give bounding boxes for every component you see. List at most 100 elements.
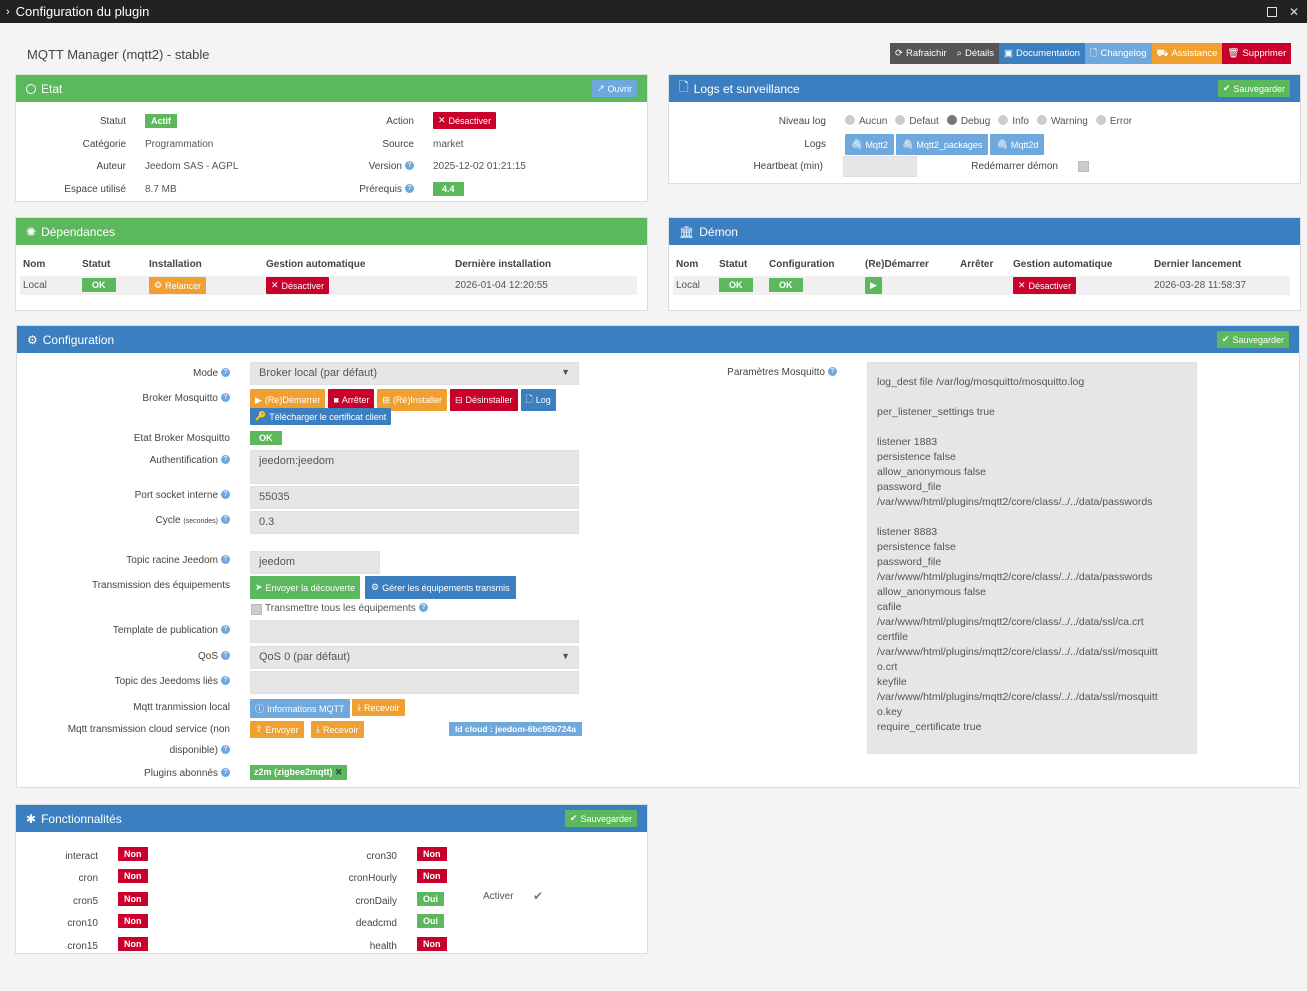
help-icon[interactable]: ?	[221, 555, 230, 564]
broker-button-2[interactable]: ⊞ (Ré)Installer	[377, 389, 447, 411]
template-input[interactable]	[250, 620, 579, 643]
envoyer-cloud-button[interactable]: ⇪ Envoyer	[250, 721, 304, 738]
topic-input[interactable]: jeedom	[250, 551, 380, 574]
recevoir-local-button[interactable]: ⤓ Recevoir	[352, 699, 405, 716]
caret-down-icon: ▼	[561, 651, 570, 661]
mode-label-text: Mode	[192, 368, 218, 379]
mode-select[interactable]: Broker local (par défaut) ▼	[250, 362, 579, 385]
help-icon[interactable]: ?	[221, 676, 230, 685]
log-level-info[interactable]: Info	[998, 115, 1029, 127]
stop-icon: ■	[333, 395, 339, 405]
port-label-text: Port socket interne	[134, 490, 218, 501]
transmission-label: Transmission des équipements	[91, 580, 230, 591]
file-icon: 🗋	[679, 80, 689, 94]
toolbar-button-documentation[interactable]: ▣ Documentation	[999, 43, 1085, 64]
log-level-error[interactable]: Error	[1095, 115, 1132, 127]
config-save-button[interactable]: ✔ Sauvegarder	[1216, 331, 1289, 348]
log-button-label: Mqtt2d	[1010, 139, 1039, 150]
log-buttons: 🖇 Mqtt2 🖇 Mqtt2_packages 🖇 Mqtt2d	[845, 134, 1045, 155]
broker-button-3[interactable]: ⊟ Désinstaller	[449, 389, 518, 411]
relancer-button[interactable]: ⚙ Relancer	[149, 277, 207, 294]
auth-textarea[interactable]: jeedom:jeedom	[250, 450, 579, 484]
gerer-equipements-button[interactable]: ⚙ Gérer les équipements transmis	[365, 576, 516, 599]
toolbar-button-supprimer[interactable]: 🗑 Supprimer	[1222, 43, 1292, 64]
book-icon: ▣	[1004, 48, 1013, 59]
help-icon[interactable]: ?	[405, 161, 414, 170]
broker-button-1[interactable]: ■ Arrêter	[328, 389, 375, 411]
relancer-label: Relancer	[165, 280, 202, 291]
log-button-mqtt2[interactable]: 🖇 Mqtt2	[845, 134, 894, 155]
desactiver-plugin-button[interactable]: ✕ Désactiver	[433, 112, 497, 129]
demon-desactiver-button[interactable]: ✕ Désactiver	[1013, 277, 1077, 294]
toolbar-button-changelog[interactable]: 🗋 Changelog	[1084, 43, 1152, 64]
recevoir-local-label: Recevoir	[363, 702, 400, 713]
help-icon[interactable]: ?	[221, 393, 230, 402]
port-input[interactable]: 55035	[250, 486, 579, 509]
topic-lies-input[interactable]	[250, 671, 579, 694]
log-level-warning[interactable]: Warning	[1036, 115, 1088, 127]
envoyer-decouverte-button[interactable]: ➤ Envoyer la découverte	[250, 576, 361, 599]
chevron-right-icon[interactable]: ›	[6, 5, 10, 18]
cycle-input[interactable]: 0.3	[250, 511, 579, 534]
help-icon[interactable]: ?	[221, 368, 230, 377]
log-level-aucun[interactable]: Aucun	[845, 115, 887, 127]
transmettre-tous-checkbox[interactable]	[251, 604, 262, 615]
help-icon[interactable]: ?	[221, 768, 230, 777]
log-button-mqtt2d[interactable]: 🖇 Mqtt2d	[990, 134, 1045, 155]
toolbar-button-rafraichir[interactable]: ⟳ Rafraichir	[890, 43, 952, 64]
broker-button-4[interactable]: 🗋 Log	[520, 389, 556, 411]
help-icon[interactable]: ?	[221, 455, 230, 464]
close-icon[interactable]: ✕	[1288, 5, 1299, 19]
help-icon[interactable]: ?	[221, 625, 230, 634]
heartbeat-input[interactable]	[843, 156, 917, 177]
broker-button-0[interactable]: ▶ (Re)Démarrer	[250, 389, 326, 411]
statut-badge: Actif	[145, 114, 177, 128]
params-label-text: Paramètres Mosquitto	[727, 367, 825, 378]
remove-icon[interactable]: ✕	[335, 767, 343, 777]
help-icon[interactable]: ?	[828, 367, 837, 376]
demon-config-badge: OK	[769, 278, 803, 292]
feature-status-badge: Non	[118, 937, 148, 951]
params-textarea[interactable]: log_dest file /var/log/mosquitto/mosquit…	[867, 362, 1197, 754]
fonct-save-button[interactable]: ✔ Sauvegarder	[564, 810, 637, 827]
help-icon[interactable]: ?	[221, 651, 230, 660]
truck-icon: ⛟	[1156, 47, 1169, 59]
demon-start-button[interactable]: ▶	[865, 277, 882, 294]
ouvrir-button[interactable]: ↗ Ouvrir	[591, 80, 637, 97]
maximize-icon[interactable]	[1266, 7, 1277, 17]
auteur-value: Jeedom SAS - AGPL	[145, 161, 239, 172]
cert-button[interactable]: 🔑 Télécharger le certificat client	[250, 408, 392, 425]
redemarrer-demon-checkbox[interactable]	[1078, 161, 1089, 172]
recevoir-cloud-button[interactable]: ⤓ Recevoir	[311, 721, 364, 738]
toolbar-button-détails[interactable]: ⌕ Détails	[951, 43, 999, 64]
feature-status-badge: Non	[118, 847, 148, 861]
log-level-debug[interactable]: Debug	[946, 115, 990, 127]
log-level-defaut[interactable]: Defaut	[895, 115, 939, 127]
auteur-label: Auteur	[96, 161, 126, 172]
help-icon[interactable]: ?	[405, 184, 414, 193]
help-icon[interactable]: ?	[221, 490, 230, 499]
dep-desactiver-button[interactable]: ✕ Désactiver	[266, 277, 330, 294]
info-mqtt-button[interactable]: ⓘ Informations MQTT	[250, 699, 350, 718]
help-icon[interactable]: ?	[221, 745, 230, 754]
help-icon[interactable]: ?	[221, 515, 230, 524]
transmettre-tous-label: Transmettre tous les équipements?	[265, 603, 428, 614]
activer-check-icon[interactable]: ✔	[533, 889, 544, 903]
topic-lies-label-text: Topic des Jeedoms liés	[114, 676, 218, 687]
log-button-label: Mqtt2	[865, 139, 888, 150]
etat-broker-badge: OK	[250, 431, 282, 445]
demon-header-arreter: Arrêter	[960, 259, 994, 270]
logs-save-label: Sauvegarder	[1233, 83, 1285, 94]
feature-status-badge: Oui	[417, 892, 444, 906]
etat-title: Etat	[41, 81, 63, 96]
dep-desactiver-label: Désactiver	[281, 280, 325, 291]
log-button-mqtt2_packages[interactable]: 🖇 Mqtt2_packages	[895, 134, 989, 155]
configuration-header: ⚙ Configuration ✔ Sauvegarder	[17, 326, 1299, 353]
help-icon[interactable]: ?	[418, 603, 428, 612]
cert-label: Télécharger le certificat client	[269, 411, 387, 422]
toolbar-button-assistance[interactable]: ⛟ Assistance	[1151, 43, 1223, 64]
logs-save-button[interactable]: ✔ Sauvegarder	[1217, 80, 1290, 97]
qos-select[interactable]: QoS 0 (par défaut) ▼	[250, 646, 579, 669]
dependances-panel: ✺ Dépendances	[15, 217, 648, 311]
auth-label-text: Authentification	[149, 455, 218, 466]
